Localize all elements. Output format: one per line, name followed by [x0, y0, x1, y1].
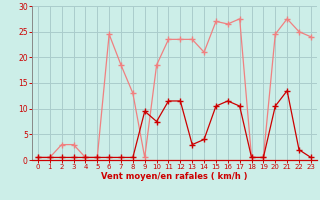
X-axis label: Vent moyen/en rafales ( km/h ): Vent moyen/en rafales ( km/h ): [101, 172, 248, 181]
